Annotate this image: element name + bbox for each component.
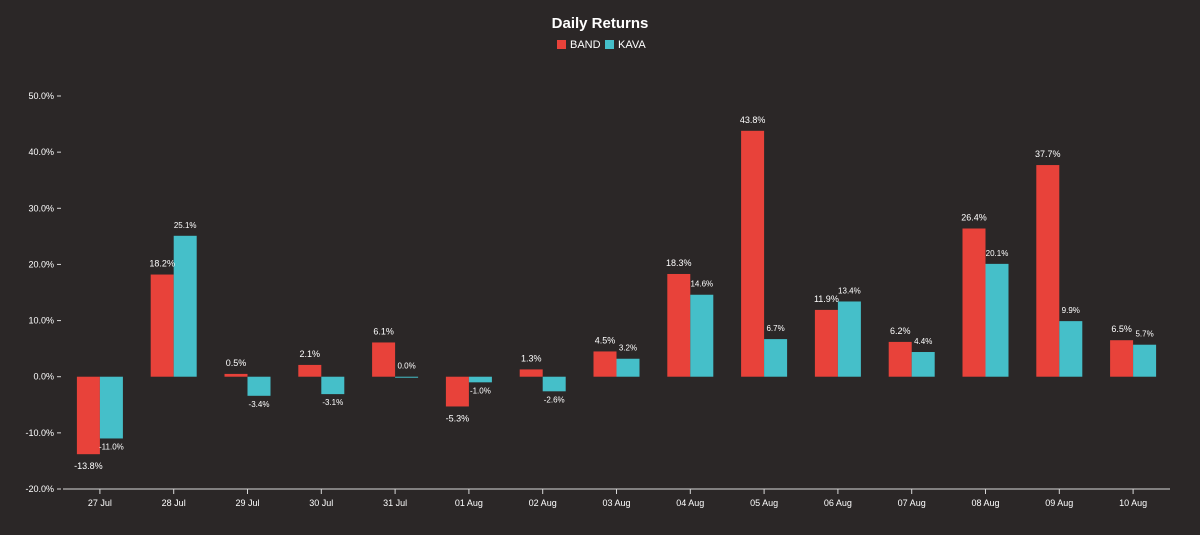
bar-kava[interactable] [173, 235, 197, 377]
x-tick-label: 28 Jul [162, 498, 186, 508]
y-tick-label: -10.0% [25, 428, 54, 438]
y-tick-label: -20.0% [25, 484, 54, 494]
data-label-kava: 20.1% [986, 249, 1009, 258]
x-tick-label: 31 Jul [383, 498, 407, 508]
data-label-kava: 13.4% [838, 286, 861, 295]
y-axis: -20.0% -10.0% 0.0% 10.0% 20.0% 30.0% 40.0% 50.0… [25, 91, 61, 494]
x-tick-label: 03 Aug [602, 498, 630, 508]
data-label-band: 43.8% [740, 115, 766, 125]
bar-band[interactable] [1110, 340, 1134, 377]
data-label-band: -13.8% [74, 461, 103, 471]
data-label-kava: 4.4% [914, 337, 932, 346]
data-label-kava: 9.9% [1062, 306, 1080, 315]
data-label-band: 2.1% [300, 349, 321, 359]
bar-band[interactable] [1036, 165, 1060, 377]
x-tick-label: 27 Jul [88, 498, 112, 508]
y-tick-label: 40.0% [28, 147, 54, 157]
legend-label-band[interactable]: BAND [570, 39, 601, 51]
data-label-band: -5.3% [446, 413, 470, 423]
y-tick-label: 50.0% [28, 91, 54, 101]
data-label-band: 37.7% [1035, 149, 1061, 159]
bar-band[interactable] [372, 342, 396, 377]
bar-kava[interactable] [1133, 344, 1157, 377]
x-tick-label: 05 Aug [750, 498, 778, 508]
data-label-kava: 3.2% [619, 344, 637, 353]
bar-kava[interactable] [468, 376, 492, 383]
x-tick-label: 04 Aug [676, 498, 704, 508]
y-tick-label: 10.0% [28, 316, 54, 326]
bar-band[interactable] [150, 274, 174, 377]
bar-kava[interactable] [99, 376, 123, 439]
data-label-kava: -3.4% [249, 400, 270, 409]
bar-kava[interactable] [247, 376, 271, 396]
y-tick-label: 30.0% [28, 203, 54, 213]
x-tick-label: 01 Aug [455, 498, 483, 508]
y-tick-label: 20.0% [28, 259, 54, 269]
bar-band[interactable] [593, 351, 617, 377]
data-label-band: 11.9% [814, 294, 839, 304]
legend-label-kava[interactable]: KAVA [618, 39, 646, 51]
bar-band[interactable] [667, 273, 691, 377]
x-axis: 27 Jul 28 Jul 29 Jul 30 Jul 31 Jul 01 Aug 02 A… [63, 488, 1170, 508]
bar-kava[interactable] [985, 263, 1009, 377]
data-label-band: 18.3% [666, 258, 692, 268]
x-tick-label: 09 Aug [1045, 498, 1073, 508]
bar-kava[interactable] [542, 376, 566, 392]
data-label-band: 4.5% [595, 335, 616, 345]
data-label-kava: 25.1% [174, 221, 197, 230]
bar-kava[interactable] [911, 352, 935, 377]
bar-band[interactable] [962, 228, 986, 377]
x-tick-label: 08 Aug [971, 498, 999, 508]
data-label-kava: -2.6% [544, 395, 565, 404]
data-label-band: 6.2% [890, 326, 911, 336]
legend-swatch-kava [605, 40, 614, 49]
x-tick-label: 10 Aug [1119, 498, 1147, 508]
bar-band[interactable] [741, 130, 765, 377]
data-label-band: 1.3% [521, 353, 542, 363]
bar-band[interactable] [888, 341, 912, 377]
data-label-kava: 6.7% [766, 324, 784, 333]
legend: BAND KAVA [557, 39, 646, 51]
x-tick-label: 06 Aug [824, 498, 852, 508]
bar-kava[interactable] [616, 358, 640, 377]
data-label-band: 6.1% [373, 326, 394, 336]
bar-band[interactable] [445, 376, 469, 407]
data-label-band: 26.4% [961, 212, 987, 222]
bar-kava[interactable] [764, 339, 788, 377]
data-labels: -13.8% 18.2% 0.5% 2.1% 6.1% -5.3% 1.3% 4.5% 18.3… [74, 115, 1154, 471]
data-label-kava: -11.0% [99, 442, 124, 451]
data-label-band: 6.5% [1111, 324, 1132, 334]
legend-swatch-band [557, 40, 566, 49]
x-tick-label: 07 Aug [898, 498, 926, 508]
chart-title: Daily Returns [552, 15, 649, 32]
x-tick-label: 29 Jul [235, 498, 259, 508]
data-label-kava: 14.6% [690, 280, 713, 289]
bar-kava[interactable] [395, 376, 419, 378]
bar-band[interactable] [224, 373, 248, 377]
bar-band[interactable] [519, 369, 543, 377]
bar-band[interactable] [76, 376, 100, 455]
bar-kava[interactable] [837, 301, 861, 377]
bar-kava[interactable] [690, 294, 714, 377]
data-label-band: 0.5% [226, 358, 247, 368]
bar-kava[interactable] [321, 376, 345, 395]
data-label-kava: -1.0% [470, 386, 491, 395]
data-label-kava: 0.0% [397, 362, 415, 371]
data-label-kava: 5.7% [1135, 330, 1153, 339]
x-tick-label: 30 Jul [309, 498, 333, 508]
bars [76, 130, 1157, 455]
y-tick-label: 0.0% [33, 372, 54, 382]
bar-band[interactable] [298, 364, 322, 377]
data-label-kava: -3.1% [322, 398, 343, 407]
data-label-band: 18.2% [149, 259, 175, 269]
bar-band[interactable] [814, 309, 838, 377]
x-tick-label: 02 Aug [529, 498, 557, 508]
bar-kava[interactable] [1059, 321, 1083, 377]
